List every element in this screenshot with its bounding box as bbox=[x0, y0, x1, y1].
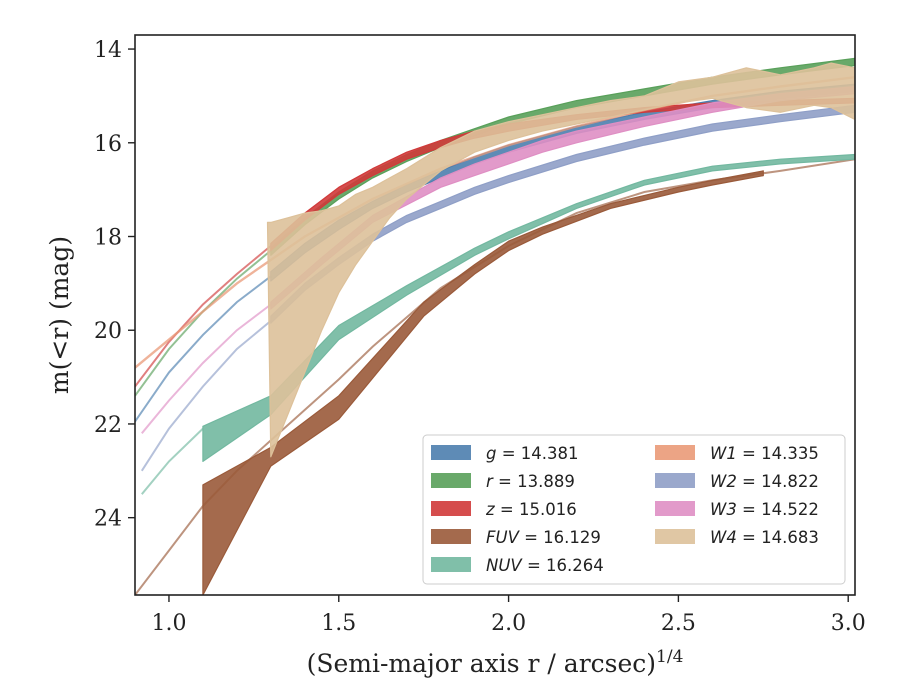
series-layer bbox=[135, 57, 855, 595]
legend-swatch-g bbox=[431, 445, 471, 460]
ticks-layer: 1.0 1.5 2.0 2.5 3.0 14 16 18 20 22 24 bbox=[94, 38, 866, 636]
series-r-extrapolation bbox=[135, 249, 272, 397]
y-tick-label: 24 bbox=[94, 507, 122, 532]
legend-label-w3: W3 = 14.522 bbox=[710, 500, 819, 519]
legend-frame bbox=[422, 434, 846, 585]
y-tick-label: 18 bbox=[94, 226, 122, 251]
legend-label-g: g = 14.381 bbox=[486, 444, 579, 463]
legend-swatch-z bbox=[431, 501, 471, 516]
series-g-extrapolation bbox=[135, 275, 272, 423]
legend-swatch-w2 bbox=[655, 473, 695, 488]
legend-swatch-w3 bbox=[655, 501, 695, 516]
series-z-extrapolation bbox=[135, 245, 272, 388]
legend-label-w4: W4 = 14.683 bbox=[710, 528, 819, 547]
legend-swatch-w1 bbox=[655, 445, 695, 460]
plot-frame bbox=[134, 34, 856, 596]
y-tick-label: 20 bbox=[94, 319, 122, 344]
x-tick-label: 2.0 bbox=[491, 611, 526, 636]
legend-label-z: z = 15.016 bbox=[485, 500, 577, 519]
x-tick-label: 1.5 bbox=[321, 611, 356, 636]
x-tick-label: 1.0 bbox=[151, 611, 186, 636]
legend-swatch-r bbox=[431, 473, 471, 488]
legend-label-fuv: FUV = 16.129 bbox=[486, 528, 601, 547]
legend-label-w1: W1 = 14.335 bbox=[710, 444, 819, 463]
series-w4-band bbox=[266, 62, 855, 458]
series-nuv-band bbox=[202, 153, 855, 462]
x-tick-label: 2.5 bbox=[661, 611, 696, 636]
series-w2-extrapolation bbox=[140, 320, 272, 472]
legend-label-w2: W2 = 14.822 bbox=[710, 472, 819, 491]
y-axis-title: m(<r) (mag) bbox=[45, 236, 74, 394]
legend-swatch-w4 bbox=[655, 529, 695, 544]
series-w2-band bbox=[270, 104, 855, 324]
y-tick-label: 14 bbox=[94, 38, 122, 63]
x-tick-label: 3.0 bbox=[831, 611, 866, 636]
x-axis-title: (Semi-major axis r / arcsec)1/4 bbox=[307, 647, 684, 678]
y-tick-label: 16 bbox=[94, 132, 122, 157]
series-w3-extrapolation bbox=[141, 303, 272, 434]
series-z-band bbox=[270, 97, 855, 252]
legend-label-r: r = 13.889 bbox=[486, 472, 575, 491]
series-nuv-extrapolation bbox=[141, 427, 204, 495]
legend: g = 14.381 r = 13.889 z = 15.016 FUV = 16.1… bbox=[422, 434, 846, 585]
series-fuv-band bbox=[202, 170, 764, 595]
legend-swatch-nuv bbox=[431, 557, 471, 572]
legend-label-nuv: NUV = 16.264 bbox=[486, 556, 604, 575]
legend-swatch-fuv bbox=[431, 529, 471, 544]
series-w3-band bbox=[270, 85, 855, 310]
y-tick-label: 22 bbox=[94, 413, 122, 438]
